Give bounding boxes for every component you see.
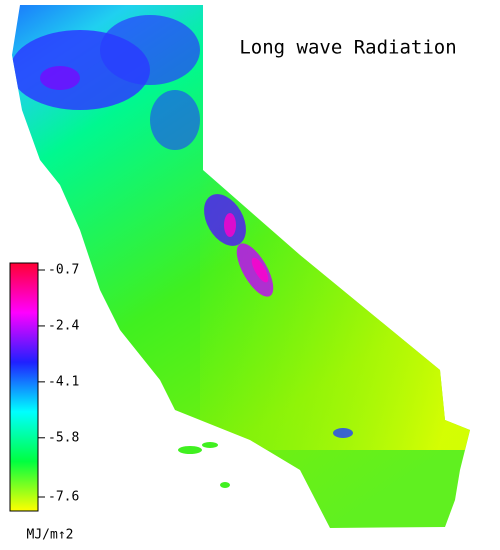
island [202, 442, 218, 448]
island [220, 482, 230, 488]
colorbar-tick-label: -4.1 [48, 374, 79, 389]
colorbar-tick-label: -7.6 [48, 490, 79, 505]
map-title: Long wave Radiation [239, 37, 456, 59]
island [178, 446, 202, 454]
colorbar-label: MJ/m↑2 [27, 528, 74, 543]
colorbar-tick-label: -0.7 [48, 263, 79, 278]
colorbar-tick-label: -2.4 [48, 318, 79, 333]
colorbar [9, 262, 39, 512]
colorbar-tick-label: -5.8 [48, 430, 79, 445]
